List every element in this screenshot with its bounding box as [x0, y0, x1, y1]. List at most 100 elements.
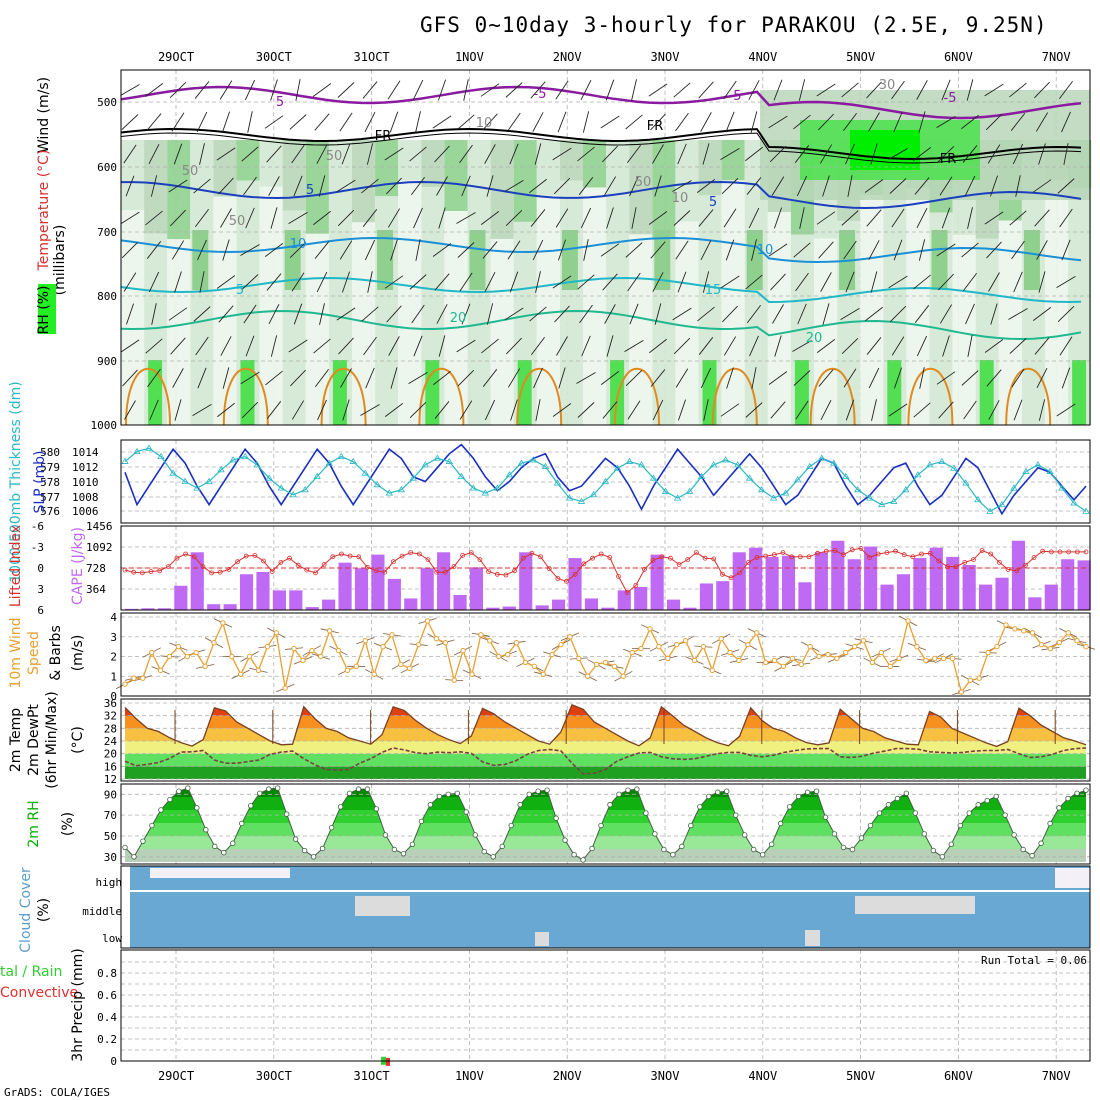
- wind-speed-point: [264, 643, 271, 650]
- thickness-point: [613, 464, 622, 471]
- wind-barb: [337, 209, 355, 227]
- wind-barb: [965, 303, 975, 325]
- wind-barb: [773, 79, 783, 101]
- rh-point: [454, 790, 461, 796]
- rh-point: [1020, 846, 1026, 853]
- panel-frame: [120, 439, 1091, 524]
- label-total-rain: tal / Rain: [0, 964, 62, 980]
- wind-barb: [820, 399, 832, 421]
- wind-barb: [816, 83, 836, 97]
- rh-shade-moist: [931, 230, 948, 290]
- panel-frame: [120, 525, 1091, 611]
- tick-label: 32: [104, 710, 117, 723]
- rh-shade: [559, 180, 583, 425]
- li-point: [382, 569, 388, 575]
- wind-barb: [792, 340, 812, 352]
- wind-barb: [889, 305, 907, 323]
- wind-speed-point: [869, 659, 876, 666]
- cape-bar: [732, 552, 746, 610]
- wind-barb: [532, 239, 544, 261]
- wind-barb: [722, 305, 738, 323]
- rh-point: [715, 789, 721, 795]
- wind-barb: [916, 207, 928, 229]
- wind-barb: [677, 143, 687, 165]
- cape-bar: [946, 556, 960, 610]
- rh-point: [589, 845, 595, 852]
- wind-barb: [1008, 308, 1028, 320]
- li-point: [235, 559, 240, 565]
- wind-barb: [390, 239, 398, 261]
- rh-point: [391, 846, 398, 853]
- wind-barb: [530, 81, 546, 99]
- thickness-point: [541, 462, 550, 469]
- li-point: [1083, 549, 1089, 555]
- wind-barb: [749, 335, 759, 357]
- rh-point: [149, 822, 155, 829]
- label-convective: Convective: [0, 985, 78, 1001]
- li-point: [633, 583, 639, 588]
- li-point: [217, 569, 223, 575]
- wind-barb: [841, 338, 859, 354]
- rh-point: [364, 786, 371, 792]
- tick-label: 800: [97, 290, 117, 303]
- wind-speed-point: [255, 667, 262, 674]
- rh-point: [508, 822, 514, 829]
- cape-bar: [699, 583, 713, 610]
- wind-barb: [245, 207, 255, 229]
- wind-barb: [986, 369, 1002, 387]
- wind-barb: [770, 401, 786, 419]
- wind-barb: [652, 399, 664, 421]
- wind-speed-point: [442, 639, 449, 646]
- wind-speed-point: [558, 641, 564, 648]
- cape-bar: [798, 582, 812, 610]
- thickness-point: [517, 459, 526, 466]
- rh-point: [373, 806, 380, 812]
- rh-point: [616, 791, 622, 798]
- li-point: [538, 554, 543, 560]
- wind-barb: [675, 240, 689, 260]
- thickness-point: [325, 459, 333, 466]
- rh-point: [346, 790, 353, 796]
- cape-bar: [125, 608, 139, 610]
- wind-barb: [554, 305, 570, 323]
- rh-shade: [744, 187, 768, 425]
- wind-barb: [505, 82, 523, 98]
- rh-point: [742, 832, 748, 838]
- wind-barb: [627, 144, 641, 164]
- date-label-bottom: 3NOV: [651, 1069, 680, 1083]
- cape-bar: [141, 608, 155, 610]
- rh-point: [472, 832, 478, 838]
- rh-point: [580, 857, 586, 863]
- isotherm-warm: [222, 367, 269, 426]
- li-point: [390, 559, 396, 565]
- thickness-point: [1010, 484, 1018, 491]
- cape-bar: [962, 565, 976, 610]
- wind-barb: [913, 274, 931, 290]
- thickness-point: [1058, 484, 1066, 491]
- wind-barb: [389, 111, 399, 133]
- wind-speed-point: [540, 671, 546, 677]
- rh-point: [1074, 790, 1080, 796]
- rh-point: [607, 802, 613, 808]
- wind-barb: [288, 339, 308, 353]
- precip-convective-bar: [386, 1057, 390, 1066]
- wind-barb: [723, 80, 737, 100]
- rh-point: [517, 802, 523, 808]
- wind-barb: [745, 402, 763, 418]
- wind-barb: [1056, 275, 1076, 289]
- li-point: [416, 551, 422, 557]
- wind-barb: [870, 271, 878, 293]
- rh-point: [355, 786, 362, 792]
- date-label-top: 29OCT: [158, 50, 194, 64]
- thickness-point: [409, 474, 418, 481]
- li-point: [494, 571, 500, 577]
- cape-bar: [683, 607, 697, 610]
- wind-barb: [988, 400, 1000, 420]
- li-point: [719, 571, 725, 577]
- wind-barb: [1011, 368, 1025, 388]
- run-total: Run Total = 0.06: [981, 954, 1087, 967]
- li-point: [287, 555, 292, 561]
- wind-barb: [1009, 210, 1027, 226]
- thickness-point: [793, 476, 802, 483]
- rh-bands: [125, 788, 1086, 862]
